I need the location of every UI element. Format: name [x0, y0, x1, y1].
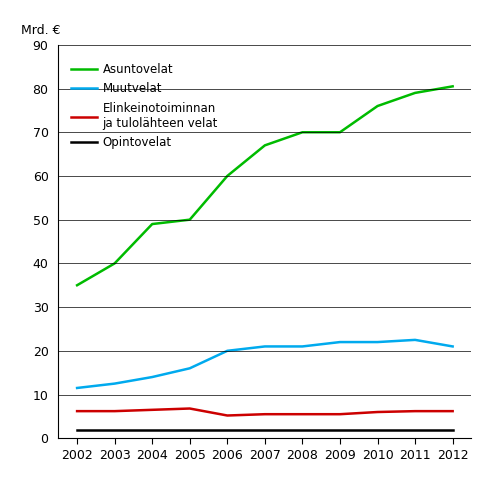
Legend: Asuntovelat, Muutvelat, Elinkeinotoiminnan
ja tulolähteen velat, Opintovelat: Asuntovelat, Muutvelat, Elinkeinotoiminn… — [69, 61, 220, 152]
Opintovelat — [225, 427, 230, 433]
Asuntovelat — [74, 282, 80, 288]
Muutvelat — [262, 344, 268, 350]
Elinkeinotoiminnan
ja tulolähteen velat — [149, 407, 155, 413]
Opintovelat — [112, 427, 118, 433]
Opintovelat — [299, 427, 305, 433]
Muutvelat — [375, 339, 381, 345]
Asuntovelat — [112, 260, 118, 266]
Asuntovelat — [149, 221, 155, 227]
Elinkeinotoiminnan
ja tulolähteen velat — [225, 412, 230, 418]
Elinkeinotoiminnan
ja tulolähteen velat — [112, 408, 118, 414]
Asuntovelat — [262, 142, 268, 148]
Muutvelat — [225, 348, 230, 354]
Elinkeinotoiminnan
ja tulolähteen velat — [74, 408, 80, 414]
Line: Asuntovelat: Asuntovelat — [77, 86, 452, 285]
Muutvelat — [187, 366, 192, 372]
Line: Elinkeinotoiminnan
ja tulolähteen velat: Elinkeinotoiminnan ja tulolähteen velat — [77, 408, 452, 415]
Muutvelat — [412, 337, 418, 343]
Opintovelat — [187, 427, 192, 433]
Elinkeinotoiminnan
ja tulolähteen velat — [450, 408, 455, 414]
Opintovelat — [74, 427, 80, 433]
Opintovelat — [450, 427, 455, 433]
Elinkeinotoiminnan
ja tulolähteen velat — [299, 411, 305, 417]
Opintovelat — [337, 427, 343, 433]
Line: Muutvelat: Muutvelat — [77, 340, 452, 388]
Opintovelat — [262, 427, 268, 433]
Elinkeinotoiminnan
ja tulolähteen velat — [262, 411, 268, 417]
Asuntovelat — [299, 129, 305, 135]
Opintovelat — [375, 427, 381, 433]
Elinkeinotoiminnan
ja tulolähteen velat — [412, 408, 418, 414]
Muutvelat — [112, 380, 118, 386]
Elinkeinotoiminnan
ja tulolähteen velat — [337, 411, 343, 417]
Asuntovelat — [375, 103, 381, 109]
Text: Mrd. €: Mrd. € — [21, 24, 61, 37]
Opintovelat — [412, 427, 418, 433]
Muutvelat — [337, 339, 343, 345]
Asuntovelat — [412, 90, 418, 96]
Asuntovelat — [187, 217, 192, 223]
Asuntovelat — [450, 83, 455, 89]
Elinkeinotoiminnan
ja tulolähteen velat — [187, 405, 192, 411]
Asuntovelat — [225, 173, 230, 179]
Opintovelat — [149, 427, 155, 433]
Muutvelat — [149, 374, 155, 380]
Elinkeinotoiminnan
ja tulolähteen velat — [375, 409, 381, 415]
Muutvelat — [450, 344, 455, 350]
Muutvelat — [74, 385, 80, 391]
Muutvelat — [299, 344, 305, 350]
Asuntovelat — [337, 129, 343, 135]
